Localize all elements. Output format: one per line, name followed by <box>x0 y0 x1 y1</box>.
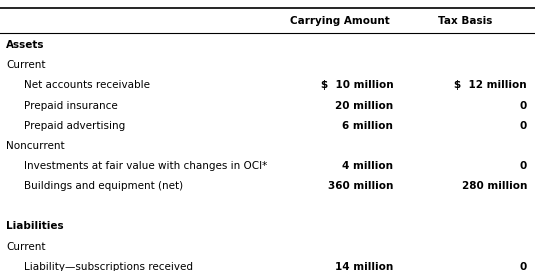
Text: Buildings and equipment (net): Buildings and equipment (net) <box>24 181 182 191</box>
Text: Prepaid advertising: Prepaid advertising <box>24 121 125 131</box>
Text: 360 million: 360 million <box>328 181 393 191</box>
Text: 0: 0 <box>519 161 527 171</box>
Text: 14 million: 14 million <box>335 262 393 271</box>
Text: Liability—subscriptions received: Liability—subscriptions received <box>24 262 193 271</box>
Text: Carrying Amount: Carrying Amount <box>290 16 389 26</box>
Text: Prepaid insurance: Prepaid insurance <box>24 101 117 111</box>
Text: Current: Current <box>6 60 46 70</box>
Text: 4 million: 4 million <box>342 161 393 171</box>
Text: Liabilities: Liabilities <box>6 221 64 231</box>
Text: 20 million: 20 million <box>335 101 393 111</box>
Text: $  12 million: $ 12 million <box>454 80 527 91</box>
Text: 0: 0 <box>519 262 527 271</box>
Text: Net accounts receivable: Net accounts receivable <box>24 80 150 91</box>
Text: Tax Basis: Tax Basis <box>438 16 493 26</box>
Text: 0: 0 <box>519 121 527 131</box>
Text: 0: 0 <box>519 101 527 111</box>
Text: Current: Current <box>6 242 46 251</box>
Text: Investments at fair value with changes in OCI*: Investments at fair value with changes i… <box>24 161 267 171</box>
Text: Assets: Assets <box>6 40 45 50</box>
Text: 6 million: 6 million <box>342 121 393 131</box>
Text: $  10 million: $ 10 million <box>320 80 393 91</box>
Text: 280 million: 280 million <box>462 181 527 191</box>
Text: Noncurrent: Noncurrent <box>6 141 65 151</box>
